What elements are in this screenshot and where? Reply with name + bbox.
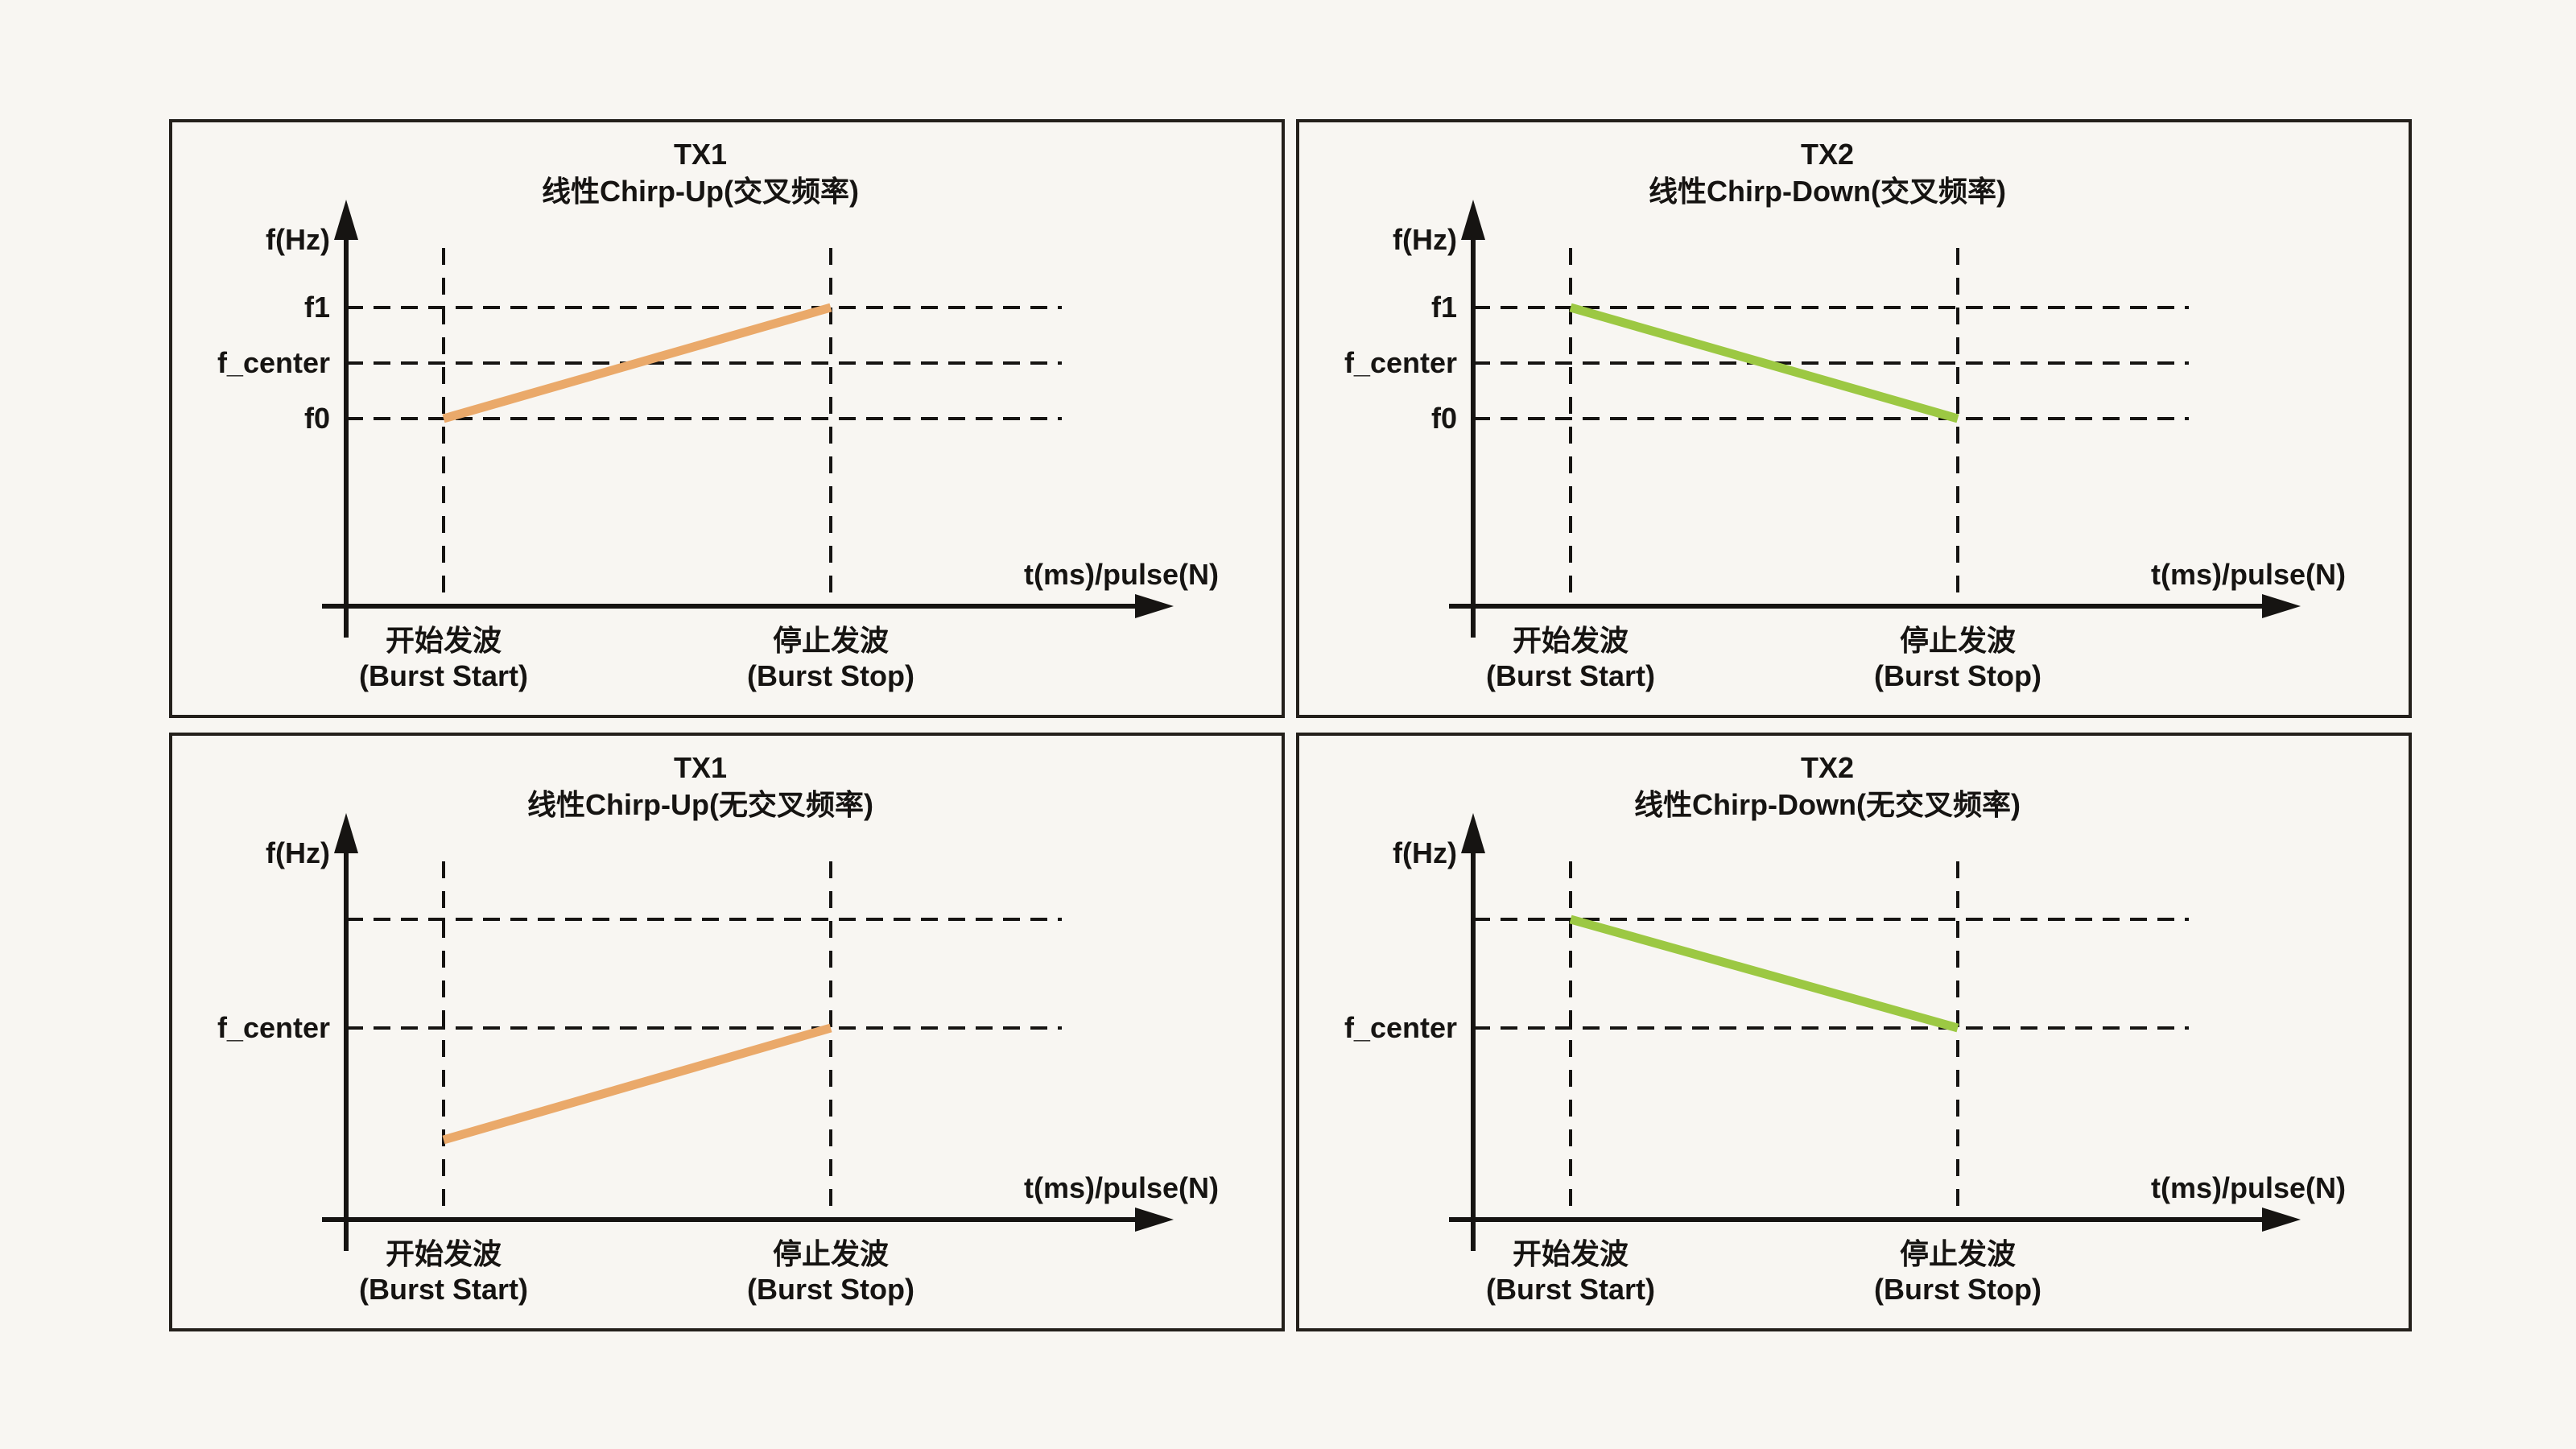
chirp-diagram: TX2 线性Chirp-Down(交叉频率) f(Hz) f1 f_center…	[1344, 138, 2346, 692]
panel-title-line2: 线性Chirp-Down(无交叉频率)	[1634, 788, 2021, 821]
burst-start-label-en: (Burst Start)	[1486, 1273, 1655, 1306]
x-axis-arrow-icon	[1135, 1208, 1174, 1232]
burst-start-label-cn: 开始发波	[1513, 1237, 1629, 1270]
y-axis-label: f(Hz)	[266, 836, 330, 869]
tick-f-center: f_center	[217, 1011, 330, 1044]
tick-f-center: f_center	[1344, 346, 1457, 379]
panel-title-line2: 线性Chirp-Up(无交叉频率)	[527, 788, 873, 821]
tick-f1: f1	[304, 291, 330, 324]
x-axis-arrow-icon	[1135, 594, 1174, 618]
chirp-diagram: TX1 线性Chirp-Up(无交叉频率) f(Hz) f_center t(m…	[217, 751, 1219, 1306]
panel-title-line1: TX1	[674, 751, 727, 784]
tick-f0: f0	[1431, 402, 1457, 435]
panel-tx1-chirp-up-crossed: TX1 线性Chirp-Up(交叉频率) f(Hz) f1 f_center f…	[169, 119, 1285, 718]
panel-tx2-chirp-down-crossed: TX2 线性Chirp-Down(交叉频率) f(Hz) f1 f_center…	[1296, 119, 2412, 718]
y-axis-label: f(Hz)	[266, 223, 330, 256]
y-axis-label: f(Hz)	[1393, 836, 1457, 869]
chirp-line	[1569, 914, 1959, 1033]
panel-tx2-chirp-down-uncrossed: TX2 线性Chirp-Down(无交叉频率) f(Hz) f_center t…	[1296, 733, 2412, 1331]
x-axis-label: t(ms)/pulse(N)	[2151, 558, 2346, 591]
burst-start-label-en: (Burst Start)	[1486, 659, 1655, 692]
x-axis-arrow-icon	[2262, 594, 2301, 618]
chirp-line	[1569, 303, 1959, 423]
burst-stop-label-cn: 停止发波	[1900, 624, 2016, 657]
panel-title-line1: TX2	[1801, 138, 1854, 171]
y-axis-arrow-icon	[1461, 200, 1485, 240]
burst-stop-label-cn: 停止发波	[773, 1237, 889, 1270]
burst-start-label-en: (Burst Start)	[359, 1273, 528, 1306]
x-axis-label: t(ms)/pulse(N)	[2151, 1171, 2346, 1204]
panel-title-line2: 线性Chirp-Up(交叉频率)	[542, 175, 859, 208]
chirp-line	[442, 1023, 832, 1145]
panel-title-line1: TX1	[674, 138, 727, 171]
tick-f0: f0	[304, 402, 330, 435]
burst-stop-label-en: (Burst Stop)	[1874, 659, 2041, 692]
y-axis-label: f(Hz)	[1393, 223, 1457, 256]
panel-title-line2: 线性Chirp-Down(交叉频率)	[1649, 175, 2006, 208]
burst-stop-label-cn: 停止发波	[1900, 1237, 2016, 1270]
y-axis-arrow-icon	[1461, 813, 1485, 853]
panel-title-line1: TX2	[1801, 751, 1854, 784]
burst-stop-label-en: (Burst Stop)	[747, 659, 914, 692]
burst-start-label-en: (Burst Start)	[359, 659, 528, 692]
burst-stop-label-en: (Burst Stop)	[1874, 1273, 2041, 1306]
tick-f1: f1	[1431, 291, 1457, 324]
y-axis-arrow-icon	[334, 813, 358, 853]
tick-f-center: f_center	[217, 346, 330, 379]
burst-stop-label-en: (Burst Stop)	[747, 1273, 914, 1306]
tick-f-center: f_center	[1344, 1011, 1457, 1044]
y-axis-arrow-icon	[334, 200, 358, 240]
burst-start-label-cn: 开始发波	[386, 1237, 502, 1270]
panel-tx1-chirp-up-uncrossed: TX1 线性Chirp-Up(无交叉频率) f(Hz) f_center t(m…	[169, 733, 1285, 1331]
chirp-diagram: TX1 线性Chirp-Up(交叉频率) f(Hz) f1 f_center f…	[217, 138, 1219, 692]
burst-start-label-cn: 开始发波	[1513, 624, 1629, 657]
burst-start-label-cn: 开始发波	[386, 624, 502, 657]
x-axis-label: t(ms)/pulse(N)	[1024, 1171, 1219, 1204]
x-axis-arrow-icon	[2262, 1208, 2301, 1232]
chirp-diagram: TX2 线性Chirp-Down(无交叉频率) f(Hz) f_center t…	[1344, 751, 2346, 1306]
burst-stop-label-cn: 停止发波	[773, 624, 889, 657]
chirp-line	[442, 303, 832, 423]
x-axis-label: t(ms)/pulse(N)	[1024, 558, 1219, 591]
